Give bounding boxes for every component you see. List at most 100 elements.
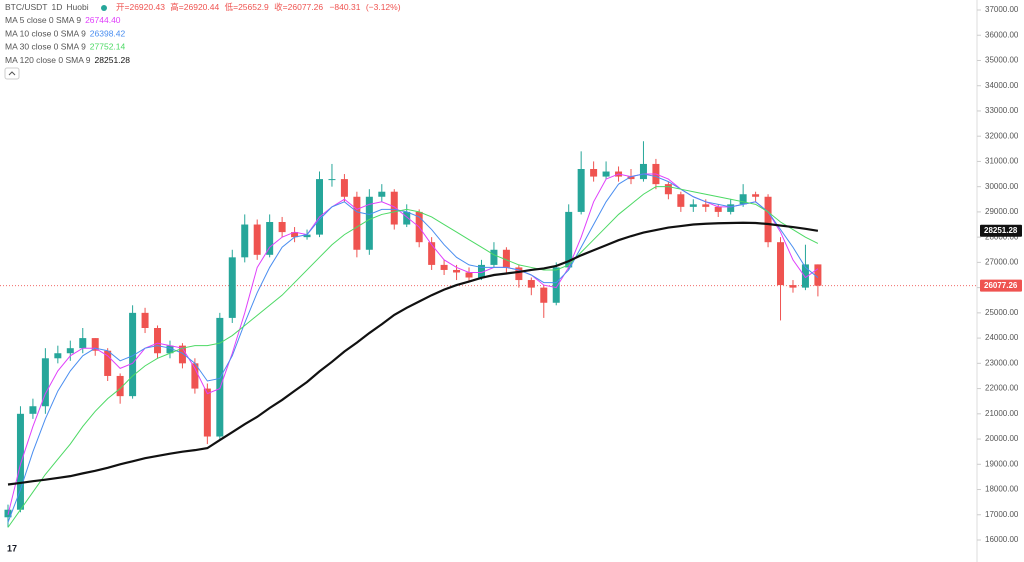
collapse-icon [8,71,16,76]
candle-body [365,196,373,250]
legend-name: MA 120 close 0 SMA 9 [5,55,91,65]
ohlc-value: 26920.44 [184,2,220,12]
candle-body [29,406,37,414]
candle-body [291,232,299,238]
ma-line [7,186,819,528]
candle-body [515,267,523,281]
candle-body [54,353,62,359]
y-tick-label: 36000.00 [985,30,1019,39]
candle-body [141,312,149,328]
candle-body [266,222,274,255]
candle-body [303,234,311,238]
y-tick-label: 34000.00 [985,81,1019,90]
candle-body [502,249,510,268]
legend-entry: MA 120 close 0 SMA 9 28251.28 [5,55,130,65]
legend-name: MA 5 close 0 SMA 9 [5,15,81,25]
ohlc-label: 开= [116,2,130,12]
status-dot [101,5,107,11]
candle-body [677,194,685,207]
legend-name: MA 10 close 0 SMA 9 [5,29,86,39]
candle-body [577,169,585,212]
candle-body [166,345,174,354]
candle-body [316,179,323,235]
candle-body [278,222,286,233]
exchange: Huobi [66,2,88,12]
candle-body [527,280,535,288]
y-tick-label: 33000.00 [985,106,1019,115]
legend-value: 27752.14 [90,42,126,52]
candle-body [453,269,461,273]
ohlc-label: 低= [225,2,239,12]
legend-value: 26744.40 [85,15,121,25]
y-tick-label: 29000.00 [985,207,1019,216]
y-tick-label: 16000.00 [985,535,1019,544]
ohlc-label: 高= [170,2,184,12]
candle-body [602,171,610,177]
candle-body [739,194,747,205]
candle-body [552,267,560,303]
candle-body [191,363,199,389]
y-tick-label: 37000.00 [985,5,1019,14]
candle-body [752,194,760,197]
candle-body [440,264,448,270]
ohlc-line: 开=26920.43 高=26920.44 低=25652.9 收=26077.… [116,2,401,12]
y-tick-label: 24000.00 [985,333,1019,342]
candle-body [91,338,99,351]
ohlc-label: 收= [274,2,288,12]
ma120-price-tag-box [980,224,1022,237]
candle-body [178,345,186,364]
y-tick-label: 23000.00 [985,358,1019,367]
candle-body [664,184,672,195]
candle-body [66,348,74,354]
candle-body [253,224,261,255]
candle-body [814,264,822,286]
y-tick-label: 17000.00 [985,510,1019,519]
candle-body [241,224,249,258]
legend-value: 26398.42 [90,29,126,39]
candle-body [353,196,361,250]
ohlc-value: 26077.26 [288,2,324,12]
candle-body [41,358,49,407]
candle-body [477,264,485,278]
candle-body [428,242,436,265]
candle-body [689,204,697,207]
symbol: BTC/USDT [5,2,48,12]
candle-body [104,350,112,376]
ma120-price-tag: 28251.28 [984,226,1018,235]
last-price-tag-box [980,279,1022,292]
candle-body [16,413,24,510]
candle-body [116,375,124,397]
candle-body [378,191,386,197]
candle-body [639,163,647,180]
candle-body [403,211,411,225]
y-tick-label: 27000.00 [985,257,1019,266]
y-tick-label: 30000.00 [985,182,1019,191]
candle-body [203,388,211,437]
ma-line [7,221,819,486]
y-tick-label: 21000.00 [985,409,1019,418]
y-tick-label: 25000.00 [985,308,1019,317]
candle-body [540,287,548,303]
legend-entry: MA 5 close 0 SMA 9 26744.40 [5,15,121,25]
ma-line [7,173,819,523]
candle-body [727,204,735,212]
candle-body [801,264,809,288]
collapse-button[interactable] [4,67,20,80]
candle-body [465,272,473,278]
y-tick-label: 19000.00 [985,459,1019,468]
candle-body [328,179,336,181]
candle-body [777,242,785,286]
y-tick-label: 35000.00 [985,56,1019,65]
candle-body [340,179,348,197]
candle-body [216,317,224,437]
interval: 1D [52,2,63,12]
candle-body [79,338,87,349]
candle-body [789,285,797,288]
ohlc-value: 26920.43 [129,2,165,12]
candle-body [590,169,598,177]
last-price-tag: 26077.26 [984,281,1018,290]
y-tick-label: 32000.00 [985,131,1019,140]
